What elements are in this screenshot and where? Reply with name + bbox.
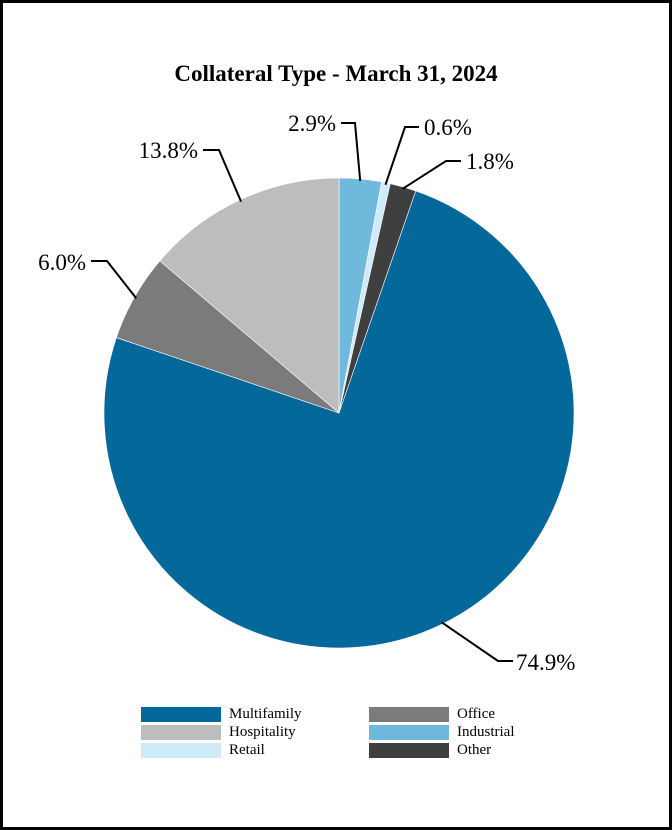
data-label-other: 1.8%: [466, 149, 514, 174]
legend-item-other: Other: [369, 741, 561, 759]
legend-swatch: [141, 724, 221, 740]
leader-line-retail: [384, 126, 419, 186]
legend-label: Office: [457, 705, 496, 722]
legend-item-multifamily: Multifamily: [141, 705, 369, 723]
legend-label: Industrial: [457, 723, 515, 740]
chart-legend: Multifamily Office Hospitality Industrial Re…: [141, 705, 561, 759]
legend-swatch: [369, 724, 449, 740]
legend-swatch: [369, 742, 449, 758]
legend-swatch: [141, 706, 221, 722]
data-label-multifamily: 74.9%: [516, 650, 575, 675]
data-label-retail: 0.6%: [424, 115, 472, 140]
legend-label: Hospitality: [229, 723, 296, 740]
data-label-industrial: 2.9%: [288, 111, 336, 136]
leader-line-industrial: [341, 122, 362, 182]
chart-title: Collateral Type - March 31, 2024: [174, 61, 498, 86]
legend-swatch: [369, 706, 449, 722]
legend-item-retail: Retail: [141, 741, 369, 759]
leader-line-multifamily: [440, 621, 513, 662]
data-label-hospitality: 13.8%: [139, 138, 198, 163]
legend-item-office: Office: [369, 705, 561, 723]
leader-line-other: [402, 160, 461, 190]
pie-chart: 2.9% 0.6% 1.8% 74.9% 6.0% 13.8%: [38, 111, 575, 675]
legend-label: Retail: [229, 741, 265, 758]
legend-item-industrial: Industrial: [369, 723, 561, 741]
legend-label: Other: [457, 741, 492, 758]
legend-swatch: [141, 742, 221, 758]
leader-line-office: [91, 260, 137, 299]
legend-label: Multifamily: [229, 705, 302, 722]
data-label-office: 6.0%: [38, 250, 86, 275]
legend-item-hospitality: Hospitality: [141, 723, 369, 741]
leader-line-hospitality: [203, 149, 243, 202]
